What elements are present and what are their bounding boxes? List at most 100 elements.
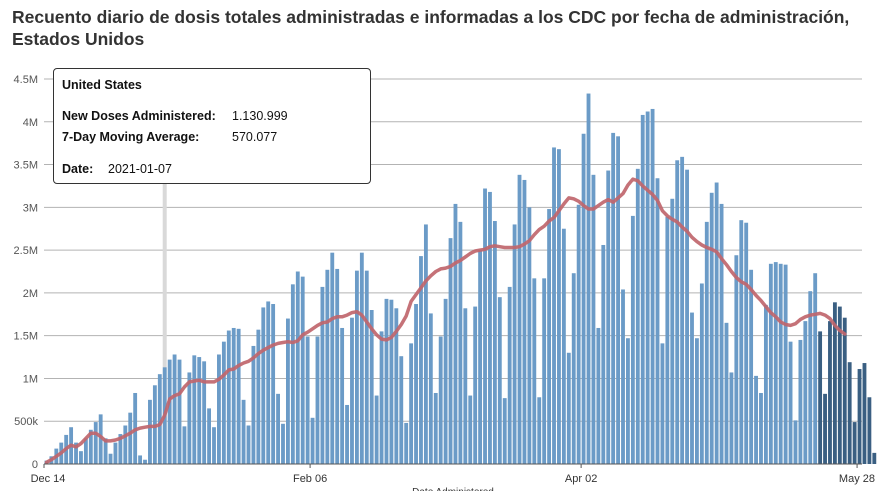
bar-27[interactable]	[177, 359, 182, 464]
bar-143[interactable]	[749, 269, 754, 464]
bar-52[interactable]	[300, 276, 305, 464]
bar-154[interactable]	[803, 321, 808, 464]
bar-53[interactable]	[305, 336, 310, 464]
bar-142[interactable]	[744, 222, 749, 464]
bar-128[interactable]	[675, 160, 680, 464]
bar-75[interactable]	[414, 304, 418, 464]
bar-16[interactable]	[123, 425, 128, 465]
bar-155[interactable]	[808, 291, 813, 464]
bar-130[interactable]	[685, 169, 689, 464]
bar-73[interactable]	[404, 422, 409, 464]
bar-41[interactable]	[246, 425, 251, 465]
bar-37[interactable]	[226, 330, 231, 464]
bar-136[interactable]	[714, 182, 719, 464]
bar-68[interactable]	[379, 331, 384, 464]
bar-51[interactable]	[295, 271, 300, 465]
bar-86[interactable]	[468, 395, 473, 464]
bar-19[interactable]	[138, 455, 143, 464]
bar-111[interactable]	[591, 174, 596, 465]
bar-162[interactable]	[842, 317, 847, 464]
bar-33[interactable]	[207, 408, 212, 464]
bar-29[interactable]	[187, 372, 192, 464]
bar-166[interactable]	[862, 363, 867, 464]
bar-167[interactable]	[867, 397, 872, 464]
bar-110[interactable]	[586, 93, 591, 465]
bar-93[interactable]	[502, 398, 507, 464]
bar-25[interactable]	[167, 359, 172, 464]
bar-71[interactable]	[394, 308, 399, 464]
bar-32[interactable]	[202, 361, 207, 464]
bar-58[interactable]	[330, 252, 335, 464]
bar-165[interactable]	[857, 369, 862, 464]
bar-84[interactable]	[458, 221, 463, 464]
bar-56[interactable]	[320, 286, 325, 464]
bar-49[interactable]	[285, 318, 290, 464]
bar-82[interactable]	[448, 238, 453, 464]
bar-106[interactable]	[566, 352, 571, 464]
bar-74[interactable]	[409, 343, 414, 464]
bar-66[interactable]	[369, 310, 374, 464]
bar-107[interactable]	[571, 273, 576, 464]
bar-61[interactable]	[345, 404, 349, 464]
bar-92[interactable]	[497, 297, 502, 464]
bar-126[interactable]	[665, 216, 670, 464]
bar-125[interactable]	[660, 343, 665, 464]
bar-34[interactable]	[212, 427, 216, 464]
bar-60[interactable]	[340, 327, 345, 464]
bar-43[interactable]	[256, 329, 261, 464]
bar-65[interactable]	[364, 270, 369, 464]
bar-150[interactable]	[783, 264, 788, 464]
bar-26[interactable]	[172, 354, 177, 464]
bar-69[interactable]	[384, 298, 389, 464]
bar-164[interactable]	[852, 422, 857, 464]
bar-23[interactable]	[157, 374, 162, 464]
bar-13[interactable]	[108, 453, 113, 464]
bar-146[interactable]	[763, 304, 768, 464]
bar-63[interactable]	[354, 270, 359, 464]
bar-157[interactable]	[818, 331, 823, 464]
bar-105[interactable]	[561, 228, 566, 464]
bar-104[interactable]	[557, 149, 561, 464]
bar-8[interactable]	[83, 438, 88, 464]
bar-145[interactable]	[759, 392, 763, 464]
bar-121[interactable]	[640, 114, 645, 464]
bar-117[interactable]	[621, 289, 625, 464]
bar-89[interactable]	[483, 188, 487, 464]
bar-168[interactable]	[872, 452, 877, 464]
bar-148[interactable]	[773, 262, 778, 464]
bar-62[interactable]	[350, 317, 354, 464]
bar-46[interactable]	[271, 304, 276, 464]
bar-78[interactable]	[428, 313, 433, 464]
bar-103[interactable]	[552, 147, 556, 464]
bar-7[interactable]	[79, 451, 83, 464]
bar-36[interactable]	[221, 341, 226, 464]
bar-134[interactable]	[704, 221, 709, 464]
bar-35[interactable]	[217, 354, 221, 464]
bar-138[interactable]	[724, 322, 729, 464]
bar-109[interactable]	[581, 133, 586, 464]
bar-132[interactable]	[694, 338, 699, 464]
bar-161[interactable]	[837, 306, 842, 464]
bar-90[interactable]	[488, 191, 492, 464]
bar-112[interactable]	[596, 327, 601, 464]
bar-11[interactable]	[98, 414, 103, 464]
bar-54[interactable]	[310, 417, 315, 464]
bar-40[interactable]	[241, 399, 246, 464]
bar-137[interactable]	[719, 203, 724, 464]
bar-72[interactable]	[399, 356, 404, 464]
bar-17[interactable]	[128, 412, 133, 464]
bar-147[interactable]	[768, 263, 773, 464]
bar-31[interactable]	[197, 357, 202, 464]
bar-129[interactable]	[680, 156, 685, 464]
bar-67[interactable]	[374, 395, 379, 464]
bar-95[interactable]	[512, 224, 517, 464]
bar-44[interactable]	[261, 307, 266, 464]
bar-45[interactable]	[266, 301, 271, 464]
bar-160[interactable]	[832, 302, 837, 464]
bar-144[interactable]	[754, 375, 758, 464]
bar-83[interactable]	[453, 203, 458, 464]
bar-101[interactable]	[542, 278, 547, 464]
bar-9[interactable]	[88, 429, 93, 464]
bar-139[interactable]	[729, 372, 734, 464]
bar-14[interactable]	[113, 442, 118, 464]
